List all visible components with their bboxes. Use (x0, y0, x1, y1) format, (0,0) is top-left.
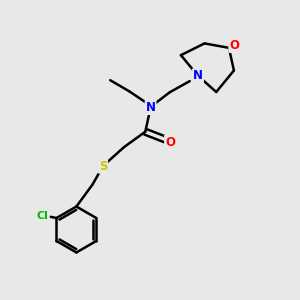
Text: N: N (146, 101, 156, 114)
Text: O: O (165, 136, 175, 149)
Text: S: S (99, 160, 107, 173)
Text: O: O (229, 39, 239, 52)
Text: Cl: Cl (37, 211, 49, 221)
Text: N: N (193, 69, 203, 82)
